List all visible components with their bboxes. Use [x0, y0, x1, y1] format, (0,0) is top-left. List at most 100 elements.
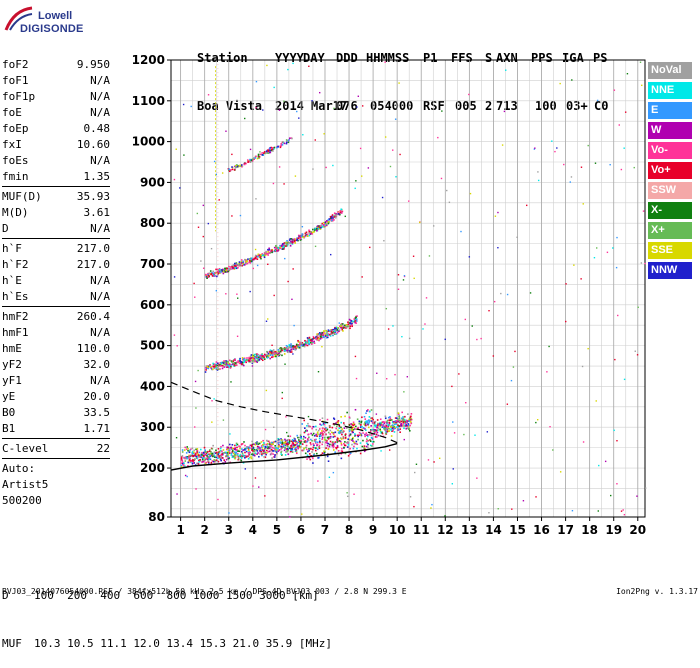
- echo-point: [261, 359, 264, 362]
- echo-point: [201, 451, 203, 454]
- x-tick-label: 10: [389, 523, 406, 537]
- echo-point: [396, 419, 398, 422]
- echo-point: [269, 444, 271, 446]
- echo-point: [252, 358, 254, 360]
- echo-point: [327, 329, 330, 331]
- echo-point: [315, 228, 318, 230]
- echo-point: [225, 269, 228, 272]
- noise-point: [355, 180, 357, 182]
- noise-point: [237, 297, 239, 299]
- noise-point: [346, 492, 348, 494]
- echo-point: [227, 457, 230, 460]
- legend-item-noval: NoVal: [648, 62, 692, 79]
- y-tick-label: 300: [140, 420, 165, 434]
- echo-point: [240, 259, 243, 261]
- noise-point: [319, 91, 321, 94]
- profile-dashed-line: [170, 381, 398, 444]
- echo-point: [267, 252, 270, 255]
- noise-point: [354, 355, 357, 358]
- echo-point: [280, 439, 283, 441]
- echo-point: [305, 231, 308, 234]
- param-value: 110.0: [76, 342, 110, 355]
- ionogram-chart: 1 2 3 4 5 6 7 8 9 10 11 12 13 14 15 16 17 18 19 20802003004…: [132, 53, 647, 537]
- header-value-6: 005: [455, 99, 477, 113]
- noise-point: [494, 215, 497, 217]
- echo-point: [282, 247, 284, 250]
- echo-point: [280, 347, 282, 349]
- header-value-7: 2: [485, 99, 493, 113]
- header-label-4: HHMMSS: [366, 51, 410, 65]
- echo-point: [321, 336, 323, 339]
- noise-point: [413, 277, 415, 280]
- echo-point: [283, 444, 286, 447]
- echo-point: [314, 442, 317, 444]
- echo-point: [373, 428, 375, 431]
- echo-point: [188, 455, 191, 458]
- echo-point: [306, 454, 309, 457]
- echo-point: [238, 445, 240, 447]
- echo-point: [364, 447, 366, 450]
- echo-point: [352, 424, 355, 427]
- noise-point: [488, 309, 490, 312]
- echo-point: [269, 351, 271, 353]
- echo-point: [252, 360, 255, 363]
- echo-point: [409, 419, 412, 422]
- echo-point: [260, 257, 262, 260]
- echo-point: [336, 437, 339, 439]
- echo-point: [333, 327, 336, 330]
- echo-point: [386, 421, 388, 423]
- echo-point: [270, 448, 273, 451]
- noise-point: [255, 80, 258, 83]
- footer-d-label: D: [2, 589, 9, 602]
- echo-point: [301, 423, 304, 425]
- echo-point: [295, 447, 297, 449]
- noise-point: [236, 335, 239, 338]
- echo-point: [180, 457, 183, 460]
- echo-point: [277, 349, 280, 351]
- echo-point: [256, 442, 259, 444]
- echo-point: [354, 442, 356, 445]
- echo-point: [294, 349, 297, 351]
- echo-point: [237, 458, 239, 461]
- echo-point: [186, 457, 189, 460]
- noise-point: [395, 176, 397, 178]
- echo-point: [289, 244, 292, 247]
- noise-point: [419, 221, 421, 224]
- echo-point: [249, 161, 252, 164]
- echo-point: [278, 247, 280, 250]
- echo-point: [299, 442, 302, 444]
- echo-point: [334, 326, 336, 329]
- noise-point: [535, 421, 537, 424]
- echo-point: [233, 365, 235, 367]
- echo-point: [213, 363, 216, 366]
- echo-point: [258, 156, 261, 158]
- echo-point: [247, 258, 249, 260]
- echo-point: [237, 360, 239, 362]
- param-name: foF2: [2, 58, 29, 71]
- header-value-10: 03+: [566, 99, 588, 113]
- echo-point: [402, 416, 405, 419]
- echo-point: [286, 349, 288, 352]
- echo-point: [288, 439, 291, 441]
- noise-point: [196, 457, 199, 460]
- echo-point: [256, 445, 259, 448]
- echo-point: [277, 249, 280, 251]
- echo-point: [398, 425, 400, 427]
- echo-point: [239, 447, 241, 450]
- echo-point: [219, 455, 222, 458]
- echo-point: [280, 244, 283, 247]
- echo-point: [341, 328, 344, 331]
- echo-point: [327, 334, 329, 336]
- echo-point: [248, 261, 251, 263]
- echo-point: [196, 462, 198, 465]
- noise-point: [184, 474, 187, 477]
- echo-point: [347, 442, 349, 444]
- echo-point: [269, 149, 271, 152]
- echo-point: [269, 151, 272, 154]
- noise-point: [580, 278, 582, 280]
- echo-point: [266, 442, 269, 445]
- echo-point: [305, 446, 307, 449]
- echo-point: [377, 427, 380, 430]
- echo-point: [275, 352, 277, 354]
- noise-point: [476, 477, 478, 479]
